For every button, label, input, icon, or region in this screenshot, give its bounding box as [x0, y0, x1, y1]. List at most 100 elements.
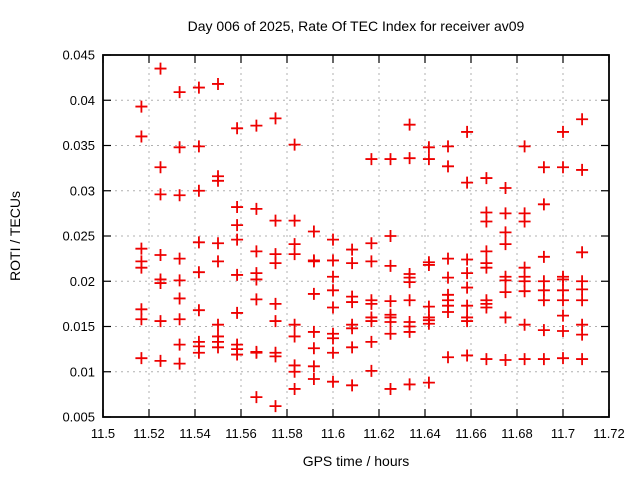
data-point-marker [442, 252, 454, 265]
data-point-marker [192, 184, 205, 197]
data-point-marker [288, 318, 301, 331]
data-point-marker [442, 351, 454, 364]
data-point-marker [250, 346, 263, 359]
x-tick-label: 11.68 [501, 426, 533, 441]
data-point-marker [365, 255, 378, 268]
x-tick-label: 11.52 [133, 426, 165, 441]
data-point-marker [154, 188, 167, 201]
data-point-marker [557, 294, 569, 307]
data-point-marker [537, 324, 550, 337]
data-point-marker [135, 313, 148, 326]
x-tick-label: 11.5 [91, 426, 115, 441]
data-point-marker [461, 281, 474, 294]
data-point-marker [327, 233, 339, 246]
data-point-marker [327, 346, 339, 359]
data-point-marker [231, 122, 244, 135]
data-point-marker [250, 293, 263, 306]
data-point-marker [461, 267, 474, 280]
y-tick-label: 0.04 [70, 93, 95, 108]
data-point-marker [307, 325, 320, 338]
data-point-marker [135, 352, 148, 365]
data-point-marker [173, 292, 186, 305]
data-point-marker [192, 346, 205, 359]
data-point-marker [576, 294, 589, 307]
data-point-marker [173, 357, 186, 370]
data-point-marker [499, 238, 512, 251]
x-tick-label: 11.62 [363, 426, 395, 441]
data-point-marker [212, 318, 224, 331]
y-tick-label: 0.045 [62, 48, 95, 63]
data-point-marker [499, 207, 512, 220]
data-point-marker [384, 153, 397, 166]
data-point-marker [231, 201, 244, 214]
data-point-marker [384, 327, 397, 340]
data-point-marker [231, 268, 244, 281]
data-point-marker [576, 283, 589, 296]
data-point-marker [327, 270, 339, 283]
data-point-marker [365, 153, 378, 166]
data-point-marker [212, 341, 224, 354]
data-point-marker [365, 237, 378, 250]
data-point-marker [269, 214, 282, 227]
data-point-marker [518, 318, 531, 331]
x-axis-label: GPS time / hours [302, 453, 410, 469]
data-point-marker [365, 315, 378, 328]
data-point-marker [365, 335, 378, 348]
data-point-marker [576, 353, 589, 366]
data-point-marker [480, 353, 493, 366]
data-point-marker [499, 182, 512, 195]
data-point-marker [557, 352, 569, 365]
data-point-marker [231, 219, 244, 232]
data-point-marker [499, 226, 512, 239]
data-point-marker [288, 365, 301, 378]
data-point-marker [307, 287, 320, 300]
data-point-marker [327, 332, 339, 345]
data-point-marker [346, 341, 359, 354]
data-point-marker [422, 153, 435, 166]
data-point-marker [480, 215, 493, 228]
data-point-marker [327, 301, 339, 314]
data-point-marker [250, 273, 263, 286]
data-point-marker [135, 261, 148, 274]
data-point-marker [154, 315, 167, 328]
data-point-marker [403, 325, 416, 338]
data-point-marker [403, 276, 416, 289]
y-tick-label: 0.015 [62, 319, 95, 334]
data-point-marker [154, 249, 167, 262]
data-point-marker [250, 245, 263, 258]
data-point-marker [576, 113, 589, 126]
data-point-marker [307, 342, 320, 355]
data-point-marker [442, 140, 454, 153]
data-point-marker [461, 176, 474, 189]
data-point-marker [384, 382, 397, 395]
data-point-marker [154, 161, 167, 174]
data-point-marker [288, 382, 301, 395]
data-point-marker [288, 138, 301, 151]
data-point-marker [499, 274, 512, 287]
data-point-marker [557, 309, 569, 322]
data-point-marker [327, 254, 339, 267]
data-point-marker [442, 160, 454, 173]
data-point-marker [346, 243, 359, 256]
x-tick-label: 11.6 [321, 426, 345, 441]
data-point-marker [192, 266, 205, 279]
data-point-marker [384, 295, 397, 308]
y-tick-label: 0.035 [62, 138, 95, 153]
data-point-marker [384, 259, 397, 272]
y-tick-label: 0.02 [70, 274, 95, 289]
data-point-marker [212, 174, 224, 187]
data-point-marker [480, 301, 493, 314]
data-point-marker [269, 400, 282, 413]
data-point-marker [518, 140, 531, 153]
data-point-marker [422, 300, 435, 313]
data-point-marker [461, 299, 474, 312]
x-tick-label: 11.58 [271, 426, 303, 441]
data-point-marker [365, 297, 378, 310]
y-tick-label: 0.025 [62, 229, 95, 244]
data-point-marker [307, 225, 320, 238]
x-tick-label: 11.54 [179, 426, 211, 441]
data-point-marker [269, 297, 282, 310]
y-tick-label: 0.005 [62, 410, 95, 425]
data-point-marker [212, 237, 224, 250]
data-point-marker [576, 246, 589, 259]
